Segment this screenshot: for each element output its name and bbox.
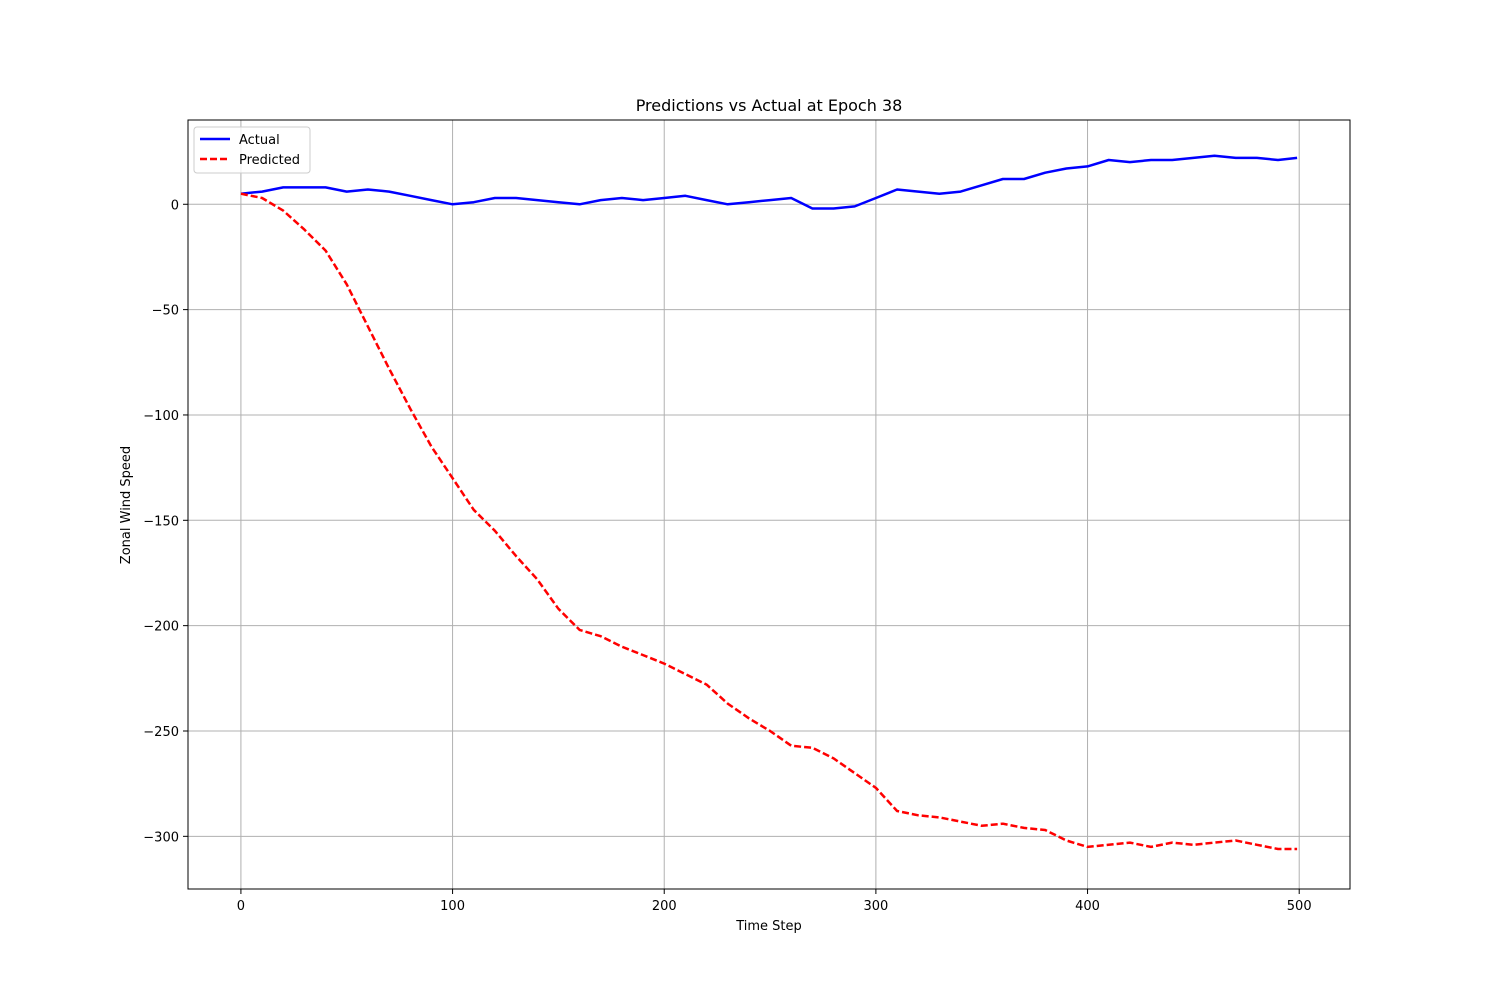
y-tick-label: 0 xyxy=(171,198,179,213)
x-axis-ticks: 0 100 200 300 400 500 xyxy=(237,889,1312,914)
series-lines xyxy=(240,154,1298,851)
y-tick-label: −300 xyxy=(143,830,179,845)
legend-label-predicted: Predicted xyxy=(239,153,300,168)
series-line-predicted xyxy=(240,192,1298,851)
x-tick-label: 0 xyxy=(237,899,245,914)
plot-area-frame xyxy=(187,119,1351,890)
y-axis-ticks: 0 −50 −100 −150 −200 −250 −300 xyxy=(143,198,188,845)
legend: Actual Predicted xyxy=(193,126,311,174)
legend-label-actual: Actual xyxy=(239,133,280,148)
y-tick-label: −100 xyxy=(143,409,179,424)
chart-title: Predictions vs Actual at Epoch 38 xyxy=(636,96,903,115)
grid-lines xyxy=(188,120,1350,889)
x-tick-label: 500 xyxy=(1287,899,1312,914)
y-axis-label: Zonal Wind Speed xyxy=(119,446,134,564)
series-line-actual xyxy=(240,154,1298,210)
x-axis-label: Time Step xyxy=(735,919,802,934)
y-tick-label: −250 xyxy=(143,725,179,740)
y-tick-label: −50 xyxy=(152,304,179,319)
y-tick-label: −200 xyxy=(143,620,179,635)
x-tick-label: 300 xyxy=(863,899,888,914)
x-tick-label: 200 xyxy=(652,899,677,914)
y-tick-label: −150 xyxy=(143,514,179,529)
x-tick-label: 400 xyxy=(1075,899,1100,914)
x-tick-label: 100 xyxy=(440,899,465,914)
